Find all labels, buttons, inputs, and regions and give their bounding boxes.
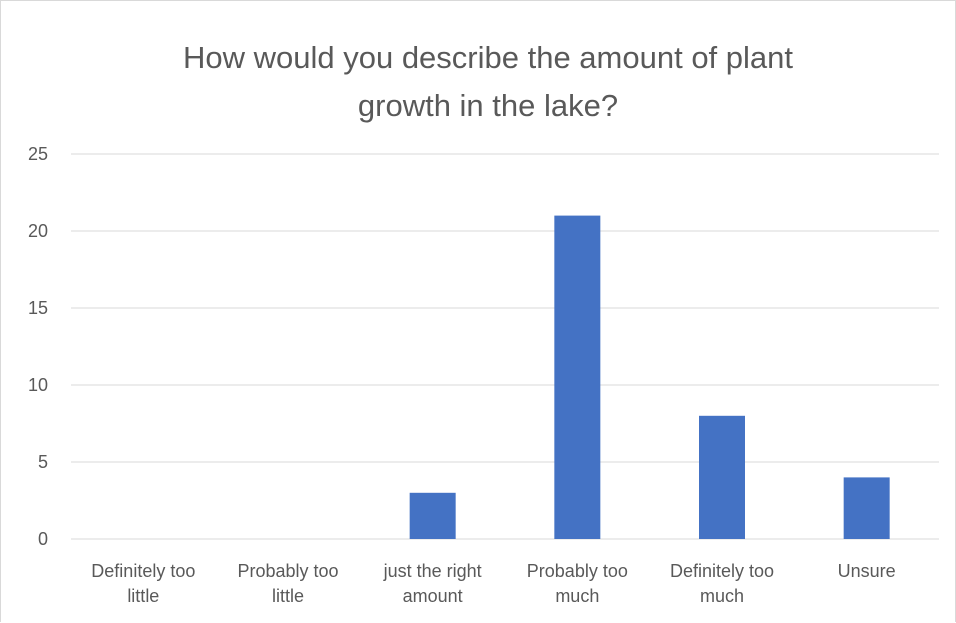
bar bbox=[843, 477, 890, 539]
x-tick-label: amount bbox=[403, 586, 463, 606]
x-tick-label: Probably too bbox=[237, 561, 338, 581]
x-tick-label: little bbox=[127, 586, 159, 606]
bar bbox=[699, 415, 745, 539]
y-tick-label: 25 bbox=[28, 144, 48, 164]
gridlines bbox=[71, 153, 939, 540]
x-tick-label: just the right bbox=[383, 561, 482, 581]
y-tick-label: 20 bbox=[28, 221, 48, 241]
x-tick-label: Definitely too bbox=[91, 561, 195, 581]
bars bbox=[409, 215, 890, 539]
y-tick-label: 0 bbox=[38, 529, 48, 549]
bar bbox=[409, 492, 456, 539]
x-tick-label: Probably too bbox=[527, 561, 628, 581]
y-axis-tick-labels: 0 5 10 15 20 25 bbox=[28, 144, 48, 549]
x-axis-tick-labels: Definitely too little Probably too little ju… bbox=[91, 561, 895, 606]
chart-title-line: growth in the lake? bbox=[358, 88, 618, 123]
chart-title: How would you describe the amount of pla… bbox=[183, 40, 793, 123]
bar bbox=[554, 215, 601, 539]
x-tick-label: little bbox=[272, 586, 304, 606]
x-tick-label: Unsure bbox=[838, 561, 896, 581]
chart-title-line: How would you describe the amount of pla… bbox=[183, 40, 793, 75]
y-tick-label: 10 bbox=[28, 375, 48, 395]
x-tick-label: Definitely too bbox=[670, 561, 774, 581]
y-tick-label: 15 bbox=[28, 298, 48, 318]
x-tick-label: much bbox=[700, 586, 744, 606]
x-tick-label: much bbox=[555, 586, 599, 606]
y-tick-label: 5 bbox=[38, 452, 48, 472]
